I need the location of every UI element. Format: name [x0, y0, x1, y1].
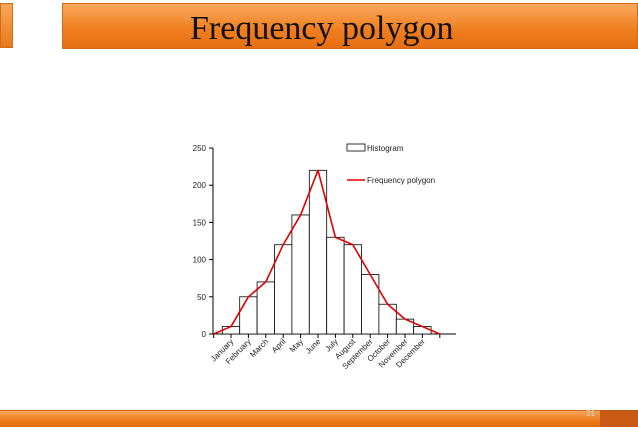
y-tick-label: 150 — [193, 218, 207, 227]
footer-bar — [0, 410, 638, 427]
slide-title: Frequency polygon — [190, 10, 454, 47]
y-tick-label: 250 — [193, 144, 207, 153]
legend-histogram-label: Histogram — [367, 144, 404, 153]
histogram-bar — [343, 244, 362, 335]
x-tick-label: April — [270, 337, 288, 355]
histogram-bar — [256, 281, 275, 335]
x-tick-label: June — [304, 337, 323, 356]
left-accent-tab — [0, 3, 13, 48]
y-tick-label: 200 — [193, 181, 207, 190]
histogram-bar — [291, 214, 310, 335]
y-tick-label: 50 — [197, 293, 206, 302]
legend-histogram-swatch — [346, 143, 366, 152]
y-tick-label: 100 — [193, 256, 207, 265]
histogram-bar — [239, 296, 258, 335]
x-tick-label: May — [288, 337, 305, 354]
x-tick-label: March — [248, 337, 270, 359]
histogram-bar — [413, 326, 432, 335]
frequency-polygon-line — [213, 169, 441, 335]
histogram-bar — [221, 326, 241, 335]
histogram-bar — [326, 236, 345, 335]
title-bar — [62, 3, 638, 49]
slide-number: 31 — [586, 409, 595, 418]
footer-accent — [600, 410, 638, 427]
legend-polygon-label: Frequency polygon — [367, 176, 435, 185]
y-tick-label: 0 — [202, 330, 207, 339]
